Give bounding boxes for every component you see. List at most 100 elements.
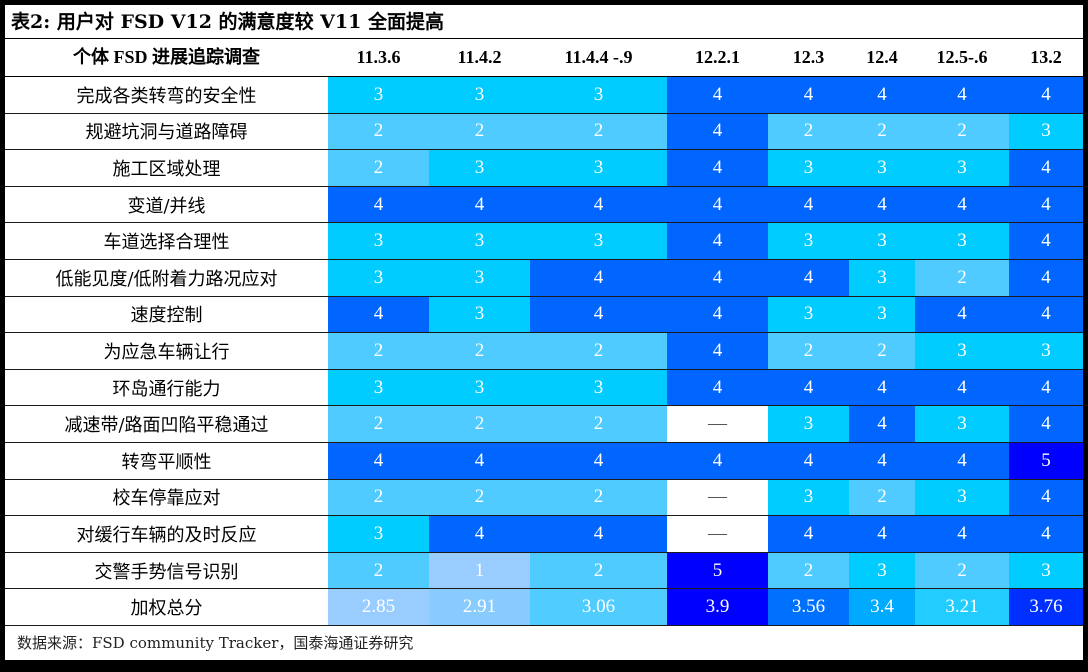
table-frame: 表2: 用户对 FSD V12 的满意度较 V11 全面提高 个体 FSD 进展… — [5, 5, 1083, 660]
total-score-cell: 3.4 — [849, 589, 915, 625]
score-cell: 3 — [328, 369, 429, 406]
score-cell: 4 — [849, 516, 915, 552]
score-cell: 3 — [530, 77, 667, 113]
score-cell: 3 — [915, 223, 1009, 259]
score-cell: 2 — [429, 113, 530, 150]
score-cell: 3 — [530, 150, 667, 186]
score-cell: 4 — [1009, 259, 1083, 296]
score-cell: 4 — [1009, 186, 1083, 223]
score-cell: 4 — [768, 369, 849, 406]
header-row: 个体 FSD 进展追踪调查 11.3.6 11.4.2 11.4.4 -.9 1… — [5, 40, 1083, 77]
table-row: 对缓行车辆的及时反应 3 4 4—4 4 4 4 — [5, 516, 1083, 553]
column-header: 11.4.2 — [457, 47, 502, 67]
score-cell: 2 — [849, 113, 915, 150]
score-cell: 3 — [849, 552, 915, 589]
score-cell: 4 — [328, 296, 429, 333]
row-label: 速度控制 — [5, 296, 328, 333]
score-cell: 3 — [1009, 113, 1083, 150]
score-cell: 4 — [915, 186, 1009, 223]
score-cell: 4 — [849, 77, 915, 113]
total-score-cell: 2.85 — [328, 589, 429, 625]
row-label: 减速带/路面凹陷平稳通过 — [5, 406, 328, 442]
table-row: 为应急车辆让行 2 2 2 4 2 2 3 3 — [5, 333, 1083, 370]
score-cell: 3 — [429, 259, 530, 296]
row-label: 为应急车辆让行 — [5, 333, 328, 369]
total-score-cell: 3.76 — [1009, 589, 1083, 625]
table-row: 车道选择合理性 3 3 3 4 3 3 3 4 — [5, 223, 1083, 260]
score-cell: 4 — [915, 296, 1009, 333]
score-cell: 4 — [1009, 77, 1083, 113]
score-cell: 2 — [530, 113, 667, 150]
score-cell: 2 — [328, 150, 429, 186]
score-cell: 4 — [328, 442, 429, 479]
score-cell: 3 — [530, 369, 667, 406]
score-cell: 4 — [1009, 479, 1083, 516]
total-row: 加权总分 2.85 2.91 3.06 3.9 3.56 3.4 3.21 3.76 — [5, 589, 1083, 626]
score-cell: 3 — [768, 479, 849, 516]
score-cell: 4 — [915, 442, 1009, 479]
header-label: 个体 FSD 进展追踪调查 — [72, 47, 260, 67]
score-cell: 4 — [667, 442, 768, 479]
score-cell: 3 — [1009, 333, 1083, 369]
table-body: 完成各类转弯的安全性 3 3 3 4 4 4 4 4 规避坑洞与道路障碍 2 2 2 4 2 2 2 3 施工区域处… — [5, 77, 1083, 626]
score-cell: — — [667, 516, 768, 552]
score-cell: 3 — [429, 150, 530, 186]
score-cell: 2 — [429, 479, 530, 516]
score-cell: 4 — [1009, 296, 1083, 333]
score-cell: 2 — [328, 333, 429, 369]
score-cell: 3 — [328, 77, 429, 113]
row-label: 完成各类转弯的安全性 — [5, 77, 328, 113]
score-cell: 3 — [915, 333, 1009, 369]
table-title: 表2: 用户对 FSD V12 的满意度较 V11 全面提高 — [5, 5, 1083, 39]
column-header: 12.4 — [866, 47, 898, 67]
score-cell: 3 — [429, 296, 530, 333]
table-row: 变道/并线 4 4 4 4 4 4 4 4 — [5, 186, 1083, 224]
row-label: 规避坑洞与道路障碍 — [5, 113, 328, 150]
score-cell: 4 — [429, 516, 530, 552]
score-cell: 4 — [768, 516, 849, 552]
table-row: 完成各类转弯的安全性 3 3 3 4 4 4 4 4 — [5, 77, 1083, 114]
score-cell: 2 — [429, 406, 530, 442]
score-cell: 4 — [1009, 369, 1083, 406]
score-cell: 3 — [328, 223, 429, 259]
score-cell: 4 — [1009, 516, 1083, 552]
column-header: 12.5-.6 — [936, 47, 988, 67]
score-cell: 3 — [328, 259, 429, 296]
score-cell: 4 — [849, 186, 915, 223]
score-cell: 3 — [768, 406, 849, 442]
score-cell: 4 — [915, 369, 1009, 406]
score-cell: 3 — [849, 223, 915, 259]
score-cell: 2 — [429, 333, 530, 369]
score-cell: 4 — [915, 516, 1009, 552]
score-cell: 5 — [1009, 442, 1083, 479]
score-cell: 2 — [328, 406, 429, 442]
score-cell: 4 — [530, 296, 667, 333]
row-label: 施工区域处理 — [5, 150, 328, 186]
score-cell: 4 — [768, 259, 849, 296]
table-row: 环岛通行能力 3 3 3 4 4 4 4 4 — [5, 369, 1083, 407]
score-cell: 3 — [915, 479, 1009, 516]
score-cell: 4 — [667, 296, 768, 333]
row-label: 车道选择合理性 — [5, 223, 328, 259]
score-cell: 3 — [530, 223, 667, 259]
score-cell: 1 — [429, 552, 530, 589]
score-cell: 4 — [667, 186, 768, 223]
score-cell: 3 — [429, 369, 530, 406]
row-label: 转弯平顺性 — [5, 442, 328, 479]
score-cell: 4 — [849, 442, 915, 479]
score-cell: 3 — [429, 77, 530, 113]
row-label: 低能见度/低附着力路况应对 — [5, 259, 328, 296]
score-cell: 4 — [530, 516, 667, 552]
row-label: 交警手势信号识别 — [5, 552, 328, 589]
score-cell: 4 — [429, 442, 530, 479]
table-row: 速度控制 4 3 4 4 3 3 4 4 — [5, 296, 1083, 334]
total-score-cell: 3.06 — [530, 589, 667, 625]
column-header: 12.3 — [792, 47, 825, 67]
total-score-cell: 3.9 — [667, 589, 768, 625]
table-row: 施工区域处理 2 3 3 4 3 3 3 4 — [5, 150, 1083, 187]
table-row: 规避坑洞与道路障碍 2 2 2 4 2 2 2 3 — [5, 113, 1083, 151]
score-cell: 4 — [849, 406, 915, 442]
row-label: 对缓行车辆的及时反应 — [5, 516, 328, 552]
score-cell: 4 — [667, 113, 768, 150]
column-header: 11.4.4 -.9 — [564, 47, 633, 67]
